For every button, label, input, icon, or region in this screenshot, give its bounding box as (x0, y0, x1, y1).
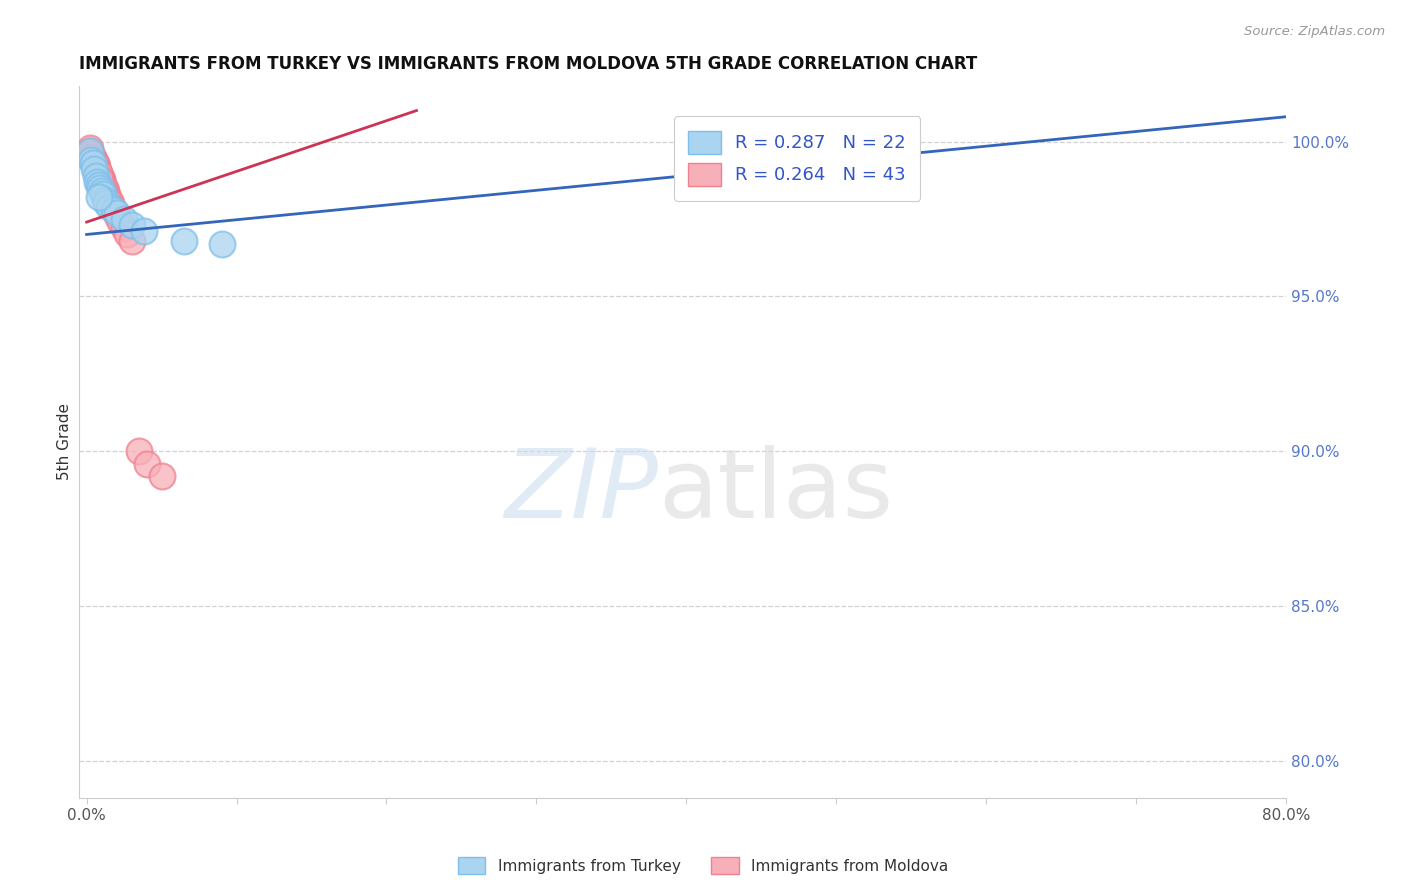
Point (89, 171, 111, 186)
Point (90, 171, 112, 186)
Point (89, 181, 111, 195)
Point (90, 178, 112, 192)
Point (79, 144, 101, 158)
Point (84, 169, 107, 183)
Point (82, 153, 104, 168)
Point (132, 224, 155, 238)
Point (108, 215, 131, 229)
Text: ZIP: ZIP (505, 445, 658, 538)
Point (93, 181, 115, 195)
Point (87, 165, 110, 179)
Point (105, 209, 128, 223)
Point (93, 194, 115, 208)
Point (101, 200, 124, 214)
Point (98, 200, 121, 214)
Point (82, 150, 104, 164)
Text: Source: ZipAtlas.com: Source: ZipAtlas.com (1244, 25, 1385, 38)
Point (105, 206, 128, 220)
Point (112, 211, 135, 226)
Point (83, 156, 105, 170)
Point (87, 178, 110, 192)
Point (121, 234, 143, 248)
Text: atlas: atlas (658, 445, 894, 538)
Point (90, 184, 112, 198)
Point (135, 457, 157, 471)
Y-axis label: 5th Grade: 5th Grade (58, 403, 72, 481)
Point (87, 165, 110, 179)
Point (79, 141, 101, 155)
Point (150, 469, 173, 483)
Point (97, 190, 120, 204)
Point (91, 178, 114, 192)
Point (93, 184, 115, 198)
Point (83, 162, 105, 177)
Point (84, 156, 107, 170)
Point (87, 169, 110, 183)
Point (100, 196, 122, 211)
Point (80, 147, 103, 161)
Point (884, 141, 907, 155)
Point (128, 444, 150, 458)
Point (90, 175, 112, 189)
Point (121, 218, 143, 232)
Point (87, 190, 110, 204)
Point (94, 187, 117, 202)
Point (94, 184, 117, 198)
Point (98, 194, 121, 208)
Point (83, 153, 105, 168)
Point (86, 162, 108, 177)
Point (94, 196, 117, 211)
Text: IMMIGRANTS FROM TURKEY VS IMMIGRANTS FROM MOLDOVA 5TH GRADE CORRELATION CHART: IMMIGRANTS FROM TURKEY VS IMMIGRANTS FRO… (79, 55, 977, 73)
Point (86, 175, 108, 189)
Point (80, 150, 103, 164)
Point (173, 234, 195, 248)
Point (103, 202, 125, 217)
Point (87, 165, 110, 179)
Point (91, 187, 114, 202)
Point (86, 159, 108, 173)
Point (103, 202, 125, 217)
Point (112, 221, 135, 235)
Point (84, 159, 107, 173)
Point (211, 236, 233, 251)
Point (82, 156, 104, 170)
Point (89, 171, 111, 186)
Point (115, 227, 138, 242)
Point (80, 153, 103, 168)
Point (90, 175, 112, 189)
Point (89, 169, 111, 183)
Legend: Immigrants from Turkey, Immigrants from Moldova: Immigrants from Turkey, Immigrants from … (451, 851, 955, 880)
Point (91, 181, 114, 195)
Legend: R = 0.287   N = 22, R = 0.264   N = 43: R = 0.287 N = 22, R = 0.264 N = 43 (673, 116, 921, 201)
Point (79, 144, 101, 158)
Point (86, 162, 108, 177)
